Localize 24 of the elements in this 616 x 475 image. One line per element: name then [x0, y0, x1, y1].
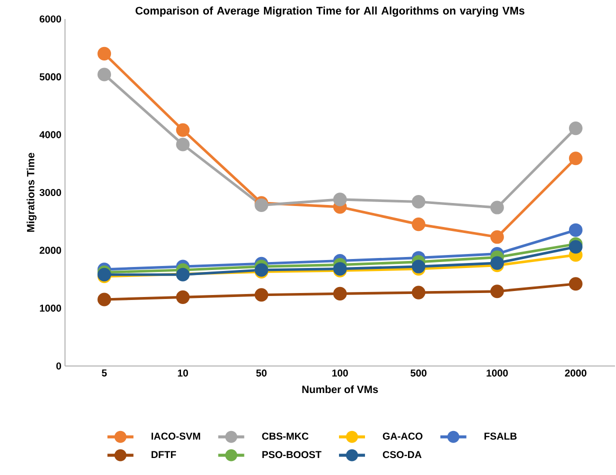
legend-label: CSO-DA	[382, 451, 422, 458]
y-tick-label: 5000	[40, 73, 62, 80]
x-tick-label: 100	[332, 370, 348, 377]
legend-label: FSALB	[484, 432, 517, 440]
x-tick-label: 10	[178, 370, 188, 377]
legend-label: CBS-MKC	[262, 432, 308, 440]
y-tick-label: 1000	[40, 304, 62, 312]
x-tick-label: 5	[102, 370, 107, 376]
x-tick-label: 500	[410, 370, 426, 377]
legend-label: DFTF	[152, 451, 176, 458]
y-axis-title: Migrations Time	[26, 152, 36, 232]
chart-title: Comparison of Average Migration Time for All Algorithms on varying VMs	[136, 6, 524, 17]
y-tick-label: 6000	[40, 15, 62, 23]
y-tick-label: 4000	[39, 131, 62, 138]
legend-label: IACO-SVM	[152, 432, 200, 440]
x-tick-label: 50	[256, 370, 267, 377]
x-axis-title: Number of VMs	[302, 385, 378, 394]
x-tick-label: 2000	[564, 370, 586, 377]
y-tick-label: 2000	[40, 246, 62, 254]
y-tick-label: 0	[56, 362, 62, 370]
legend-label: PSO-BOOST	[262, 451, 322, 458]
x-tick-label: 1000	[486, 370, 508, 377]
legend-label: GA-ACO	[382, 432, 422, 440]
y-tick-label: 3000	[40, 188, 62, 196]
